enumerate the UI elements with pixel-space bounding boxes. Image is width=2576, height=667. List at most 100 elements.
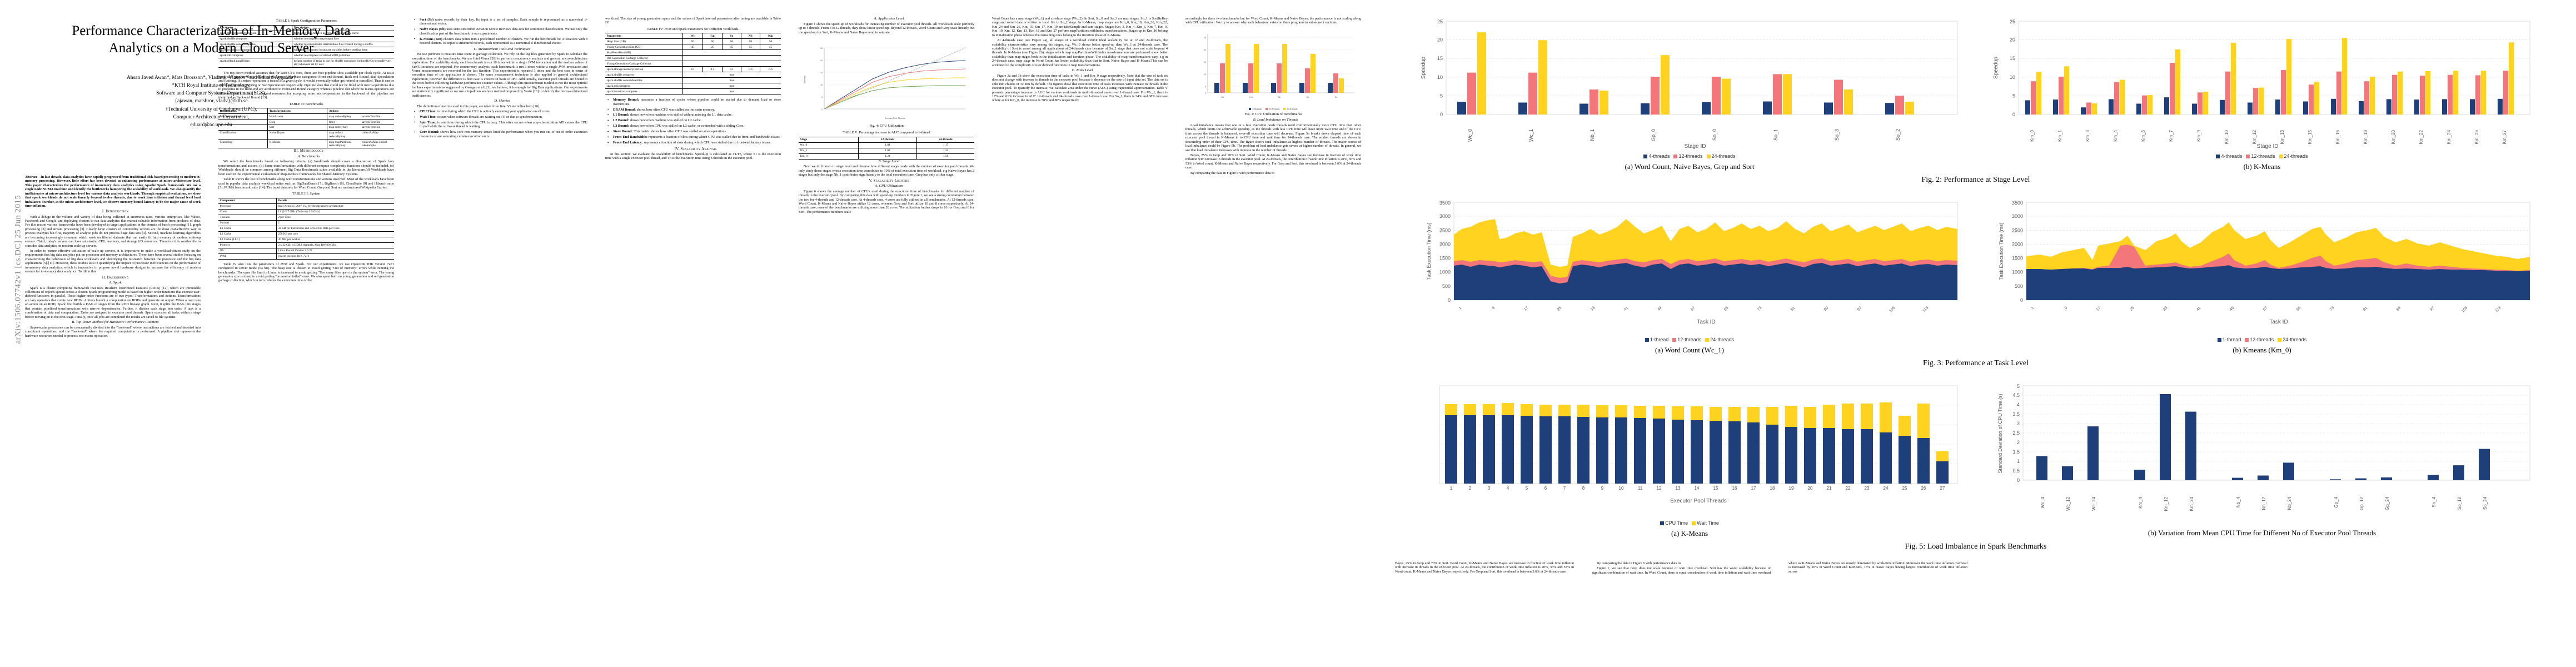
subsection-load-imbalance-heading: B. Load Imbalance on Threads [1253, 118, 1299, 122]
svg-text:0: 0 [2017, 477, 2020, 483]
bottom-paragraph-2: By comparing the data in Figure 6 with p… [1597, 561, 1681, 565]
svg-text:9: 9 [2064, 306, 2069, 310]
table-4: Parameters Wc Gp So Nb Km Heap Size (GB)… [605, 33, 781, 94]
svg-text:Stage ID: Stage ID [2257, 143, 2279, 150]
column-4: workload. The size of young generation s… [605, 17, 781, 162]
svg-text:25: 25 [2010, 19, 2015, 24]
bottom-paragraph-3: Figure 1, we see that Grep does not scal… [1592, 561, 1967, 575]
intro-paragraph-2: In order to ensure effective utilization… [25, 249, 201, 274]
svg-text:Nb_1: Nb_1 [1590, 129, 1595, 141]
legend-entry: 24-threads [2279, 153, 2308, 159]
svg-text:Nb_24: Nb_24 [2287, 497, 2292, 510]
svg-text:1: 1 [1458, 306, 1463, 310]
svg-text:Km_13: Km_13 [2280, 130, 2285, 144]
bottom-paragraph-1: Bayes, 25% in Grep and 70% in Sort. Word… [1395, 561, 1574, 574]
svg-text:89: 89 [2396, 306, 2402, 312]
abstract-text: —In last decade, data analytics have rap… [25, 175, 201, 208]
svg-text:5: 5 [1440, 93, 1443, 98]
svg-text:Km_20: Km_20 [2391, 130, 2396, 144]
svg-text:8: 8 [1582, 486, 1585, 491]
table-row: spark.rdd.compress whether to compress se… [218, 52, 394, 58]
svg-text:Km_15: Km_15 [2308, 130, 2313, 144]
figure-2-caption: Fig. 2: Performance at Stage Level [1921, 176, 2030, 184]
column-6: Word Count has a map stage (Wc_1) and a … [992, 17, 1168, 104]
table-5-body: Wc_0 1.01 1.17 Wc_1 1.04 1.34 Km_0 1.24 1.58 [799, 142, 974, 160]
svg-text:73: 73 [2329, 306, 2335, 312]
svg-text:Gp_24: Gp_24 [2385, 497, 2390, 511]
affiliation-3: †Technical University of Catalunya (UPC)… [165, 106, 257, 112]
legend-entry: 12-threads [2245, 337, 2274, 342]
list-item: K-Means (Km) clusters data points into a… [412, 37, 587, 46]
svg-text:25: 25 [1204, 37, 1206, 39]
cpu-utilization-paragraph: Figure 6 shows the average number of CPU… [799, 189, 974, 214]
svg-text:Wc_4: Wc_4 [2040, 497, 2045, 509]
table-row: spark.shuffle.consolidateFiles true [605, 77, 781, 83]
legend-entry: 12-threads [1265, 108, 1279, 111]
legend-entry: 4-threads [1249, 108, 1262, 111]
svg-text:10: 10 [820, 84, 823, 86]
table-2-header-0: Benchmarks [218, 108, 268, 115]
subsection-measurement-heading: C. Measurement Tools and Techniques [474, 47, 531, 51]
svg-text:9: 9 [1492, 306, 1496, 310]
svg-text:13: 13 [1676, 486, 1681, 491]
svg-text:25: 25 [820, 47, 823, 49]
svg-text:Task ID: Task ID [1697, 319, 1715, 325]
svg-text:1.5: 1.5 [2012, 449, 2020, 455]
table-row: spark.broadcast.compress whether to compr… [218, 47, 394, 53]
page-title-line2: Analytics on a Modern Cloud Server [108, 41, 314, 56]
list-item: DRAM Bound: shows how often CPU was stal… [605, 107, 781, 112]
svg-text:Km_16: Km_16 [2335, 130, 2340, 144]
comparison-paragraph: By comparing the data in Figure 6 with p… [1190, 171, 1275, 175]
column-7: accordingly for these two benchmarks but… [1185, 17, 1361, 176]
svg-text:5: 5 [1205, 86, 1206, 88]
table-row: Clustering K-Means map mapPartitions reduc… [218, 139, 394, 148]
figure-3b-caption: (b) Kmeans (Km_0) [2233, 346, 2291, 354]
svg-text:17: 17 [1751, 486, 1756, 491]
svg-text:49: 49 [1657, 306, 1663, 312]
legend-entry: 12-threads [1673, 153, 1703, 159]
stages-description-paragraph: Word Count has a map stage (Wc_1) and a … [992, 17, 1168, 37]
svg-text:Task Execution Time (ms): Task Execution Time (ms) [1999, 222, 2004, 280]
table-row: spark.storage.memoryFraction 0.1 0.1 0.1 0.6… [605, 66, 781, 72]
affiliation-1: *KTH Royal Institute of Technology, [172, 82, 251, 88]
svg-text:12: 12 [1657, 486, 1662, 491]
svg-text:4: 4 [2017, 402, 2020, 407]
svg-text:Nb_12: Nb_12 [2261, 497, 2266, 510]
figure-2a: 0 5 10 15 20 25 Speedup [1406, 11, 1973, 171]
table-row: spark.rdd.compress true [605, 83, 781, 89]
list-item: Front-End Bandwidth: represents a fracti… [605, 135, 781, 140]
list-item: Spin Time: is wait time during which the… [412, 120, 587, 129]
svg-text:3000: 3000 [1439, 213, 1451, 219]
legend-entry: 24-threads [2278, 337, 2306, 342]
svg-text:Nb_4: Nb_4 [2236, 497, 2241, 508]
table-5: Stage 12-threads 24-threads Wc_0 1.01 1.17 W… [799, 137, 974, 160]
list-item: L1 Bound: shows how often machine was st… [605, 113, 781, 118]
table-4-header-2: Gp [702, 33, 723, 39]
table-row: spark.shuffle.compress whether to compres… [218, 36, 394, 42]
metrics-bullet-list: CPU Time: is time during which the CPU i… [412, 109, 587, 138]
topdown-paragraph: Super-scalar processors can be conceptua… [25, 325, 201, 338]
figure-4-chart: 0 5 10 15 20 25 Wc Km Nb Gp So [1185, 28, 1361, 106]
legend-entry: 24-threads [1283, 108, 1298, 111]
svg-text:Km_18: Km_18 [2363, 130, 2368, 144]
list-item: Core Bound: shows how core non-memory is… [412, 130, 587, 138]
stage-level-paragraph: Next we drill down to stage level and ob… [799, 165, 974, 177]
stage-scalability-paragraph: At 4-threads case (see Figure 2a), all s… [992, 38, 1168, 67]
svg-text:3500: 3500 [1439, 200, 1451, 206]
svg-text:So_1: So_1 [1773, 129, 1778, 141]
svg-text:Km_27: Km_27 [2502, 130, 2507, 144]
svg-text:20: 20 [1437, 37, 1443, 43]
legend-entry: 24-threads [1705, 337, 1734, 342]
figure-3b-chart: 0 500 1000 1500 2000 2500 3000 3500 Task Exec… [1979, 195, 2545, 334]
table-row: spark.shuffle.compress true [605, 72, 781, 78]
subsection-spark-heading: A. Spark [109, 280, 122, 285]
table-row: Young Generation Size (GB) 45 25 45 15 45 [605, 44, 781, 50]
svg-text:20: 20 [1808, 486, 1813, 491]
svg-text:20: 20 [1204, 49, 1206, 51]
svg-text:Task ID: Task ID [2269, 319, 2288, 325]
svg-text:57: 57 [2263, 306, 2269, 312]
table-4-header-1: Wc [682, 33, 703, 39]
svg-text:5: 5 [2012, 93, 2015, 98]
svg-text:Km_9: Km_9 [2196, 130, 2201, 141]
